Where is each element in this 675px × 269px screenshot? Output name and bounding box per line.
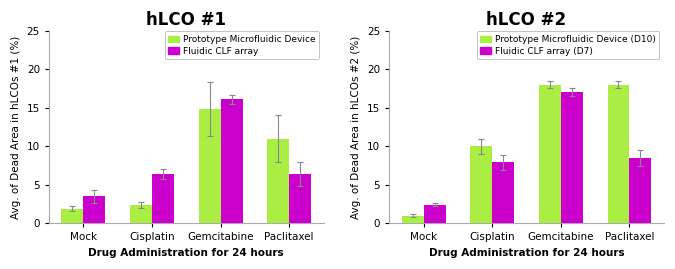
Bar bbox=[470, 146, 492, 223]
Bar bbox=[402, 215, 424, 223]
Bar bbox=[130, 205, 152, 223]
Bar bbox=[561, 92, 583, 223]
X-axis label: Drug Administration for 24 hours: Drug Administration for 24 hours bbox=[88, 248, 284, 258]
Bar bbox=[267, 139, 289, 223]
Bar bbox=[630, 158, 651, 223]
Bar bbox=[289, 174, 311, 223]
X-axis label: Drug Administration for 24 hours: Drug Administration for 24 hours bbox=[429, 248, 624, 258]
Y-axis label: Avg. of Dead Area in hLCOs #2 (%): Avg. of Dead Area in hLCOs #2 (%) bbox=[352, 35, 361, 219]
Bar bbox=[608, 85, 630, 223]
Legend: Prototype Microfluidic Device (D10), Fluidic CLF array (D7): Prototype Microfluidic Device (D10), Flu… bbox=[477, 31, 659, 59]
Bar bbox=[221, 99, 242, 223]
Bar bbox=[198, 109, 221, 223]
Y-axis label: Avg. of Dead Area in hLCOs #1 (%): Avg. of Dead Area in hLCOs #1 (%) bbox=[11, 35, 21, 219]
Bar bbox=[152, 174, 174, 223]
Bar bbox=[424, 205, 446, 223]
Bar bbox=[84, 196, 105, 223]
Bar bbox=[539, 85, 561, 223]
Bar bbox=[61, 209, 84, 223]
Title: hLCO #1: hLCO #1 bbox=[146, 11, 226, 29]
Legend: Prototype Microfluidic Device, Fluidic CLF array: Prototype Microfluidic Device, Fluidic C… bbox=[165, 31, 319, 59]
Title: hLCO #2: hLCO #2 bbox=[487, 11, 566, 29]
Bar bbox=[492, 162, 514, 223]
